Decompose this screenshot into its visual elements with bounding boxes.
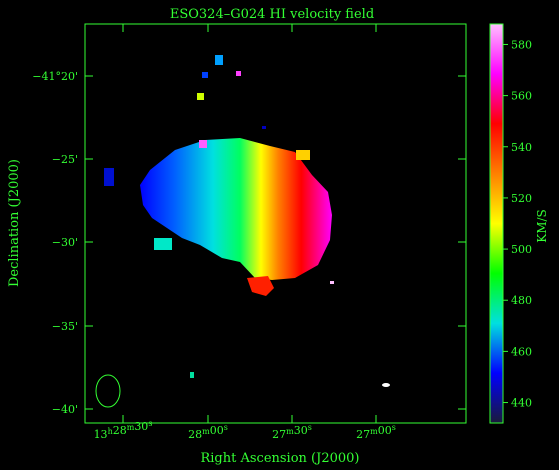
y-axis-label: Declination (J2000) <box>7 159 22 287</box>
x-axis-label: Right Ascension (J2000) <box>200 451 359 466</box>
chart-title: ESO324–G024 HI velocity field <box>170 7 374 22</box>
y-tick-label: −25' <box>52 153 78 166</box>
y-axis-ticks: −41°20' −25' −30' −35' −40' <box>32 70 466 416</box>
x-tick-label: 13h28m30s <box>94 419 153 441</box>
y-tick-label: −30' <box>52 236 78 249</box>
x-tick-label: 27m00s <box>356 423 396 441</box>
y-tick-label: −40' <box>52 403 78 416</box>
colorbar <box>489 23 504 424</box>
beam-marker <box>382 383 390 387</box>
colorbar-tick-label: 540 <box>511 141 532 154</box>
x-tick-label: 27m30s <box>272 423 312 441</box>
colorbar-tick-label: 460 <box>511 345 532 358</box>
y-tick-label: −41°20' <box>32 70 78 83</box>
colorbar-tick-label: 480 <box>511 294 532 307</box>
beam-ellipse <box>95 374 121 408</box>
colorbar-tick-label: 440 <box>511 397 532 410</box>
colorbar-tick-label: 580 <box>511 38 532 51</box>
colorbar-tick-label: 500 <box>511 243 532 256</box>
colorbar-label: KM/S <box>535 209 549 243</box>
x-tick-label: 28m00s <box>188 423 228 441</box>
colorbar-tick-label: 520 <box>511 192 532 205</box>
velocity-field-image <box>104 55 334 378</box>
y-tick-label: −35' <box>52 320 78 333</box>
x-axis-ticks: 13h28m30s 28m00s 27m30s 27m00s <box>94 24 396 441</box>
colorbar-tick-label: 560 <box>511 90 532 103</box>
colorbar-ticks: 440 460 480 500 520 540 560 580 <box>503 38 532 410</box>
